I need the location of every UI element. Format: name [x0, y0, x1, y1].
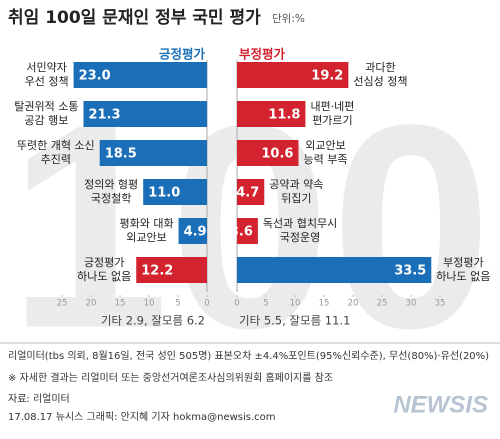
value-label: 21.3	[88, 108, 120, 123]
value-label: 11.8	[268, 108, 300, 123]
category-label: 서민약자	[26, 60, 66, 74]
category-label: 뒤집기	[281, 192, 311, 205]
value-label: 3.6	[230, 225, 253, 240]
category-label: 과다한	[365, 61, 395, 74]
value-label: 18.5	[105, 147, 137, 162]
footer-reference: ※ 자세한 결과는 리얼미터 또는 중앙선거여론조사심의위원회 홈페이지를 참조	[8, 371, 333, 384]
category-label: 외교안보	[126, 231, 166, 244]
bar	[237, 62, 349, 88]
bar	[237, 140, 299, 166]
value-label: 4.9	[184, 225, 207, 240]
x-tick-label: 0	[204, 299, 209, 309]
chart-title: 취임 100일 문재인 정부 국민 평가	[8, 7, 261, 28]
category-label: 국정철학	[91, 192, 131, 205]
x-tick-label: 30	[406, 299, 417, 309]
bar	[99, 140, 207, 166]
panel-title: 긍정평가	[159, 47, 206, 62]
bar	[237, 257, 432, 283]
unit-label: 단위:%	[272, 12, 305, 25]
value-label: 12.2	[141, 264, 173, 279]
bar	[237, 179, 265, 205]
category-label: 국정운영	[280, 231, 320, 244]
category-label: 평화와 대화	[119, 217, 173, 230]
x-tick-label: 15	[115, 299, 126, 309]
category-label: 공약과 약속	[269, 177, 323, 191]
bar	[136, 257, 207, 283]
bar	[73, 62, 207, 88]
x-tick-label: 20	[348, 299, 359, 309]
category-label: 추진력	[41, 153, 71, 166]
bar	[178, 218, 207, 244]
brand-logo: NEWSIS	[393, 391, 488, 418]
category-label: 긍정평가	[84, 256, 124, 269]
x-tick-label: 10	[144, 299, 155, 309]
category-label: 우선 정책	[25, 75, 69, 88]
value-label: 23.0	[79, 69, 111, 84]
category-label: 탈권위적 소통	[14, 100, 78, 113]
category-label: 뚜렷한 개혁 소신	[17, 139, 95, 152]
footer-method: 리얼미터(tbs 의뢰, 8월16일, 전국 성인 505명) 표본오차 ±4.…	[8, 350, 489, 362]
category-label: 부정평가	[443, 256, 483, 269]
category-label: 편가르기	[312, 114, 352, 127]
category-label: 외교안보	[305, 139, 345, 152]
value-label: 10.6	[261, 147, 293, 162]
x-tick-label: 25	[57, 299, 68, 309]
value-label: 33.5	[394, 264, 426, 279]
x-tick-label: 25	[377, 299, 388, 309]
x-tick-label: 0	[234, 299, 239, 309]
x-tick-label: 20	[86, 299, 97, 309]
category-label: 내편·네편	[310, 100, 354, 113]
note: 기타 5.5, 잘모름 11.1	[239, 314, 350, 328]
panel-title: 부정평가	[239, 47, 286, 62]
note: 기타 2.9, 잘모름 6.2	[101, 314, 205, 328]
category-label: 정의와 형평	[84, 178, 138, 191]
footer-credit: 17.08.17 뉴시스 그래픽: 안지혜 기자 hokma@newsis.co…	[8, 411, 276, 423]
bar	[237, 218, 258, 244]
x-tick-label: 5	[263, 299, 268, 309]
category-label: 독선과 협치무시	[263, 217, 337, 230]
x-tick-label: 15	[319, 299, 330, 309]
category-label: 공감 행보	[24, 114, 68, 127]
bar	[83, 101, 207, 127]
value-label: 11.0	[148, 186, 180, 201]
category-label: 하나도 없음	[77, 269, 131, 283]
bar	[143, 179, 207, 205]
category-label: 능력 부족	[303, 153, 347, 166]
category-label: 선심성 정책	[353, 75, 407, 88]
value-label: 19.2	[311, 69, 343, 84]
x-tick-label: 10	[290, 299, 301, 309]
value-label: 4.7	[236, 186, 259, 201]
x-tick-label: 35	[435, 299, 446, 309]
category-label: 하나도 없음	[436, 269, 490, 283]
x-tick-label: 5	[175, 299, 180, 309]
bar	[237, 101, 306, 127]
footer-source: 자료: 리얼미터	[8, 393, 70, 405]
